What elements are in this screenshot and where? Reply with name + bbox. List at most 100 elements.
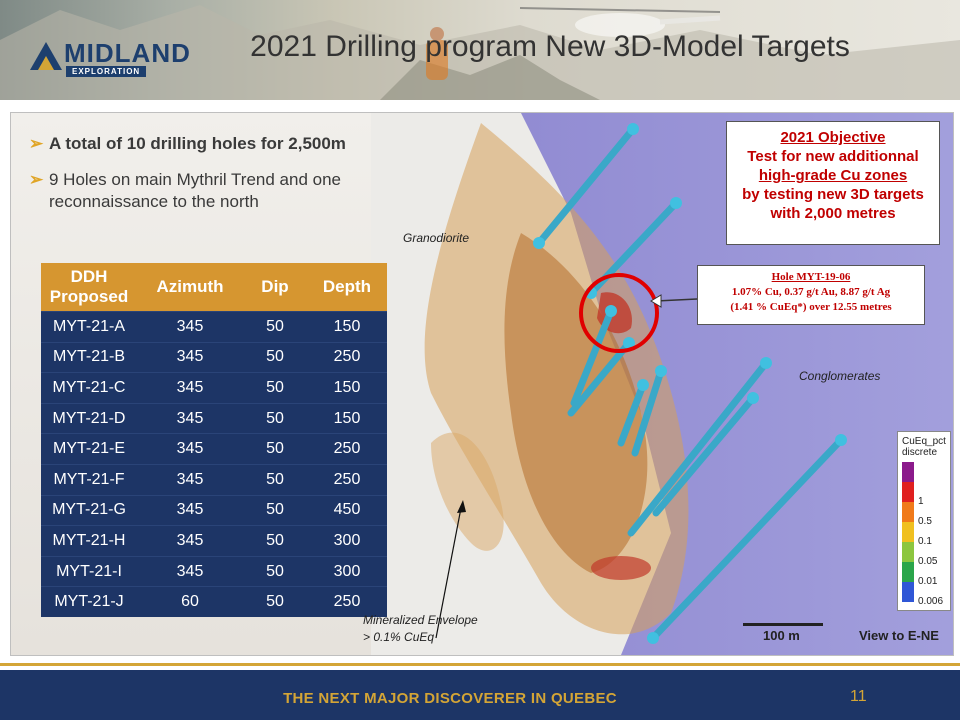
table-header-row: DDH Proposed Azimuth Dip Depth [41, 263, 387, 312]
logo-text: MIDLAND [64, 38, 191, 68]
table-cell: 150 [307, 372, 387, 404]
table-row: MYT-21-I 345 50 300 [41, 555, 387, 587]
footer-gold-rule [0, 663, 960, 666]
table-row: MYT-21-F 345 50 250 [41, 463, 387, 496]
objective-line: with 2,000 metres [770, 205, 896, 222]
table-cell: 345 [137, 463, 243, 496]
legend-value: 0.5 [918, 516, 932, 527]
footer-tagline: THE NEXT MAJOR DISCOVERER IN QUEBEC [283, 690, 617, 707]
table-cell: 50 [243, 463, 307, 496]
midland-logo: MIDLAND EXPLORATION [28, 26, 190, 80]
table-cell: MYT-21-J [41, 586, 137, 617]
slide-footer [0, 670, 960, 720]
table-cell: MYT-21-B [41, 341, 137, 373]
legend-title-line: CuEq_pct [902, 436, 946, 447]
hole-result-box: Hole MYT-19-06 1.07% Cu, 0.37 g/t Au, 8.… [697, 265, 925, 325]
table-cell: 345 [137, 402, 243, 434]
legend-swatch [902, 562, 914, 582]
table-cell: 50 [243, 555, 307, 587]
table-cell: 300 [307, 525, 387, 557]
table-cell: 50 [243, 341, 307, 373]
table-row: MYT-21-H 345 50 300 [41, 525, 387, 557]
table-cell: 50 [243, 311, 307, 343]
column-header: Azimuth [137, 263, 243, 312]
column-header: DDH Proposed [41, 263, 137, 312]
worker-figure-icon [426, 27, 448, 80]
arrow-bullet-icon: ➢ [29, 170, 44, 189]
table-cell: 250 [307, 433, 387, 465]
objective-box: 2021 Objective Test for new additionnal … [726, 121, 940, 245]
table-row: MYT-21-J 60 50 250 [41, 586, 387, 617]
table-cell: 345 [137, 311, 243, 343]
slide-header: MIDLAND EXPLORATION 2021 Drilling progra… [0, 0, 960, 100]
table-cell: MYT-21-E [41, 433, 137, 465]
legend-value: 0.01 [918, 576, 938, 587]
legend-title-line: discrete [902, 447, 938, 458]
legend-value: 0.05 [918, 556, 938, 567]
envelope-label-line1: Mineralized Envelope [363, 613, 478, 627]
bullet-text: A total of 10 drilling holes for 2,500m [49, 134, 346, 153]
table-cell: 50 [243, 372, 307, 404]
table-cell: 450 [307, 494, 387, 526]
envelope-label-line2: > 0.1% CuEq [363, 630, 435, 644]
table-cell: MYT-21-G [41, 494, 137, 526]
table-cell: 50 [243, 402, 307, 434]
ddh-table: DDH Proposed Azimuth Dip Depth MYT-21-A 3… [41, 263, 387, 617]
table-cell: 345 [137, 494, 243, 526]
table-cell: 150 [307, 402, 387, 434]
table-cell: 60 [137, 586, 243, 617]
legend-swatch [902, 582, 914, 602]
table-row: MYT-21-C 345 50 150 [41, 372, 387, 404]
bullet-text: 9 Holes on main Mythril Trend and one re… [49, 170, 341, 211]
table-cell: MYT-21-H [41, 525, 137, 557]
legend-swatch [902, 462, 914, 482]
helicopter-icon [519, 7, 721, 37]
table-row: MYT-21-B 345 50 250 [41, 341, 387, 373]
legend-value: 0.006 [918, 596, 944, 607]
table-cell: 50 [243, 494, 307, 526]
table-cell: 250 [307, 341, 387, 373]
table-cell: 50 [243, 586, 307, 617]
table-cell: MYT-21-I [41, 555, 137, 587]
legend-swatch [902, 502, 914, 522]
header-photo-background [0, 5, 960, 100]
table-cell: MYT-21-F [41, 463, 137, 496]
objective-line: by testing new 3D targets [742, 186, 924, 203]
scale-label: 100 m [763, 628, 800, 643]
legend-value: 0.1 [918, 536, 932, 547]
target-circle [579, 273, 659, 353]
logo-mark-icon [30, 42, 62, 70]
table-cell: MYT-21-D [41, 402, 137, 434]
scale-bar [743, 623, 823, 626]
objective-line: Test for new additionnal [747, 148, 919, 165]
column-header: Dip [243, 263, 307, 312]
legend-value: 1 [918, 496, 924, 507]
table-cell: 345 [137, 525, 243, 557]
legend-swatch [902, 482, 914, 502]
hole-title: Hole MYT-19-06 [771, 271, 851, 283]
table-cell: MYT-21-C [41, 372, 137, 404]
legend-swatch [902, 522, 914, 542]
table-row: MYT-21-A 345 50 150 [41, 311, 387, 343]
table-cell: 50 [243, 525, 307, 557]
hole-assay-line: 1.07% Cu, 0.37 g/t Au, 8.87 g/t Ag [731, 286, 891, 298]
table-cell: 250 [307, 463, 387, 496]
bullet-list: ➢ A total of 10 drilling holes for 2,500… [29, 133, 389, 227]
legend-swatch [902, 542, 914, 562]
bullet-item: ➢ 9 Holes on main Mythril Trend and one … [29, 169, 389, 213]
table-cell: 50 [243, 433, 307, 465]
logo-subtext: EXPLORATION [66, 66, 147, 77]
table-cell: 345 [137, 555, 243, 587]
drill-collars [533, 123, 847, 644]
page-number: 11 [850, 688, 867, 705]
granodiorite-label: Granodiorite [403, 231, 470, 245]
cueq-legend: CuEq_pct discrete 1 0.5 0.1 0.05 0.01 0.006 [897, 431, 951, 611]
objective-line: high-grade Cu zones [758, 167, 908, 184]
bullet-item: ➢ A total of 10 drilling holes for 2,500… [29, 133, 389, 155]
table-row: MYT-21-G 345 50 450 [41, 494, 387, 526]
drill-holes [535, 125, 845, 642]
table-row: MYT-21-E 345 50 250 [41, 433, 387, 465]
arrow-bullet-icon: ➢ [29, 134, 44, 153]
objective-title: 2021 Objective [780, 129, 886, 146]
table-cell: 150 [307, 311, 387, 343]
